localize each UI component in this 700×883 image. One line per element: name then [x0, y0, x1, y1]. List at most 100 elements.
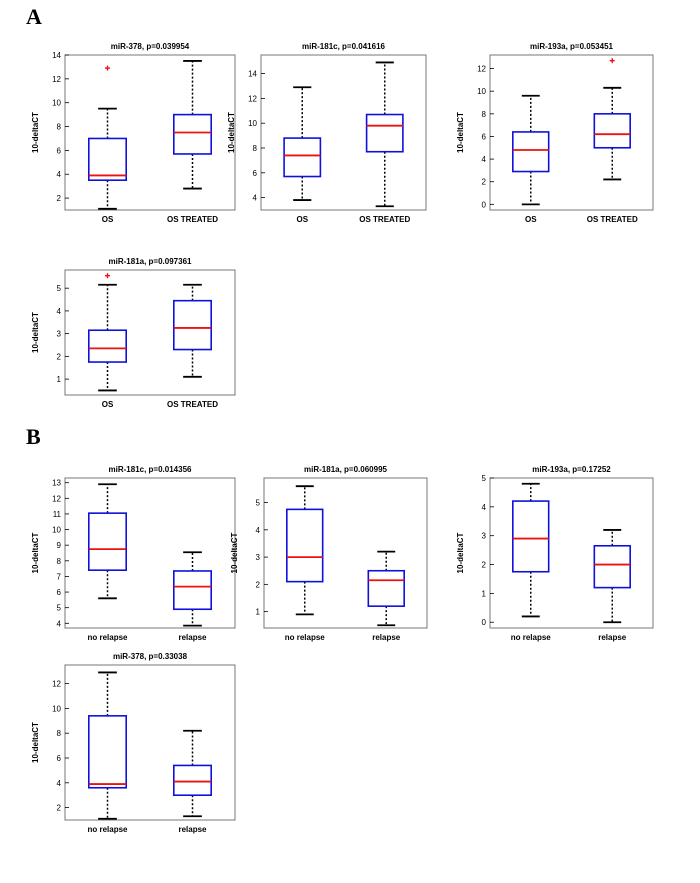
y-tick-label: 4 — [256, 526, 261, 535]
panel-letter-b: B — [26, 424, 41, 449]
x-tick-label: relapse — [178, 825, 207, 834]
box-1 — [512, 94, 550, 206]
y-tick-label: 13 — [52, 479, 61, 488]
y-tick-label: 2 — [482, 178, 487, 187]
chart-title: miR-378, p=0.33038 — [113, 652, 188, 661]
iqr-box — [283, 137, 322, 178]
box-1 — [286, 485, 324, 616]
x-tick-label: no relapse — [285, 633, 326, 642]
box-2 — [593, 529, 631, 624]
plot-frame — [260, 54, 427, 211]
y-tick-label: 0 — [482, 200, 487, 209]
y-tick-label: 8 — [253, 144, 258, 153]
box-2 — [365, 61, 404, 208]
y-tick-label: 6 — [57, 588, 62, 597]
plot-frame — [489, 54, 654, 211]
box-2 — [173, 60, 213, 190]
x-tick-label: no relapse — [511, 633, 552, 642]
y-tick-label: 2 — [57, 352, 62, 361]
y-tick-label: 12 — [477, 65, 486, 74]
y-tick-label: 10 — [477, 87, 486, 96]
chart-title: miR-181a, p=0.060995 — [304, 465, 387, 474]
y-axis-label: 10-deltaCT — [227, 112, 236, 153]
iqr-box — [173, 570, 213, 611]
x-tick-label: no relapse — [87, 633, 128, 642]
y-tick-label: 5 — [482, 474, 487, 483]
box-plot-5: miR-181c, p=0.014356 10-deltaCT 4 5 6 7 8 9 10 11… — [31, 465, 236, 642]
box-1 — [88, 273, 128, 392]
y-tick-label: 7 — [57, 572, 62, 581]
y-tick-label: 5 — [57, 284, 62, 293]
y-tick-label: 4 — [57, 779, 62, 788]
iqr-box — [286, 508, 324, 583]
box-plot-1: miR-378, p=0.039954 10-deltaCT 2 4 6 8 10 12 14 O… — [31, 42, 236, 224]
y-axis-label: 10-deltaCT — [230, 532, 239, 573]
y-tick-label: 6 — [57, 146, 62, 155]
y-tick-label: 1 — [57, 375, 62, 384]
iqr-box — [512, 500, 550, 573]
y-tick-label: 14 — [52, 51, 61, 60]
chart-title: miR-378, p=0.039954 — [111, 42, 190, 51]
y-tick-label: 4 — [482, 155, 487, 164]
y-tick-label: 2 — [256, 580, 261, 589]
y-axis-label: 10-deltaCT — [31, 312, 40, 353]
box-1 — [283, 86, 322, 201]
y-tick-label: 4 — [482, 503, 487, 512]
y-tick-label: 12 — [52, 494, 61, 503]
y-axis-label: 10-deltaCT — [456, 112, 465, 153]
outlier-marker — [105, 65, 110, 71]
panel-letter-a: A — [26, 4, 42, 29]
iqr-box — [88, 329, 128, 363]
outlier-marker — [105, 273, 110, 279]
y-tick-label: 4 — [57, 170, 62, 179]
y-tick-label: 10 — [52, 99, 61, 108]
plot-frame — [64, 54, 236, 211]
y-tick-label: 6 — [57, 754, 62, 763]
y-tick-label: 3 — [256, 553, 261, 562]
y-tick-label: 2 — [482, 561, 487, 570]
box-plot-7: miR-193a, p=0.17252 10-deltaCT 0 1 2 3 4 5 no re… — [456, 465, 654, 642]
y-tick-label: 14 — [248, 70, 257, 79]
y-tick-label: 0 — [482, 618, 487, 627]
y-tick-label: 10 — [52, 704, 61, 713]
y-tick-label: 2 — [57, 804, 62, 813]
box-2 — [173, 551, 213, 627]
y-tick-label: 8 — [57, 123, 62, 132]
y-tick-label: 11 — [53, 510, 62, 519]
iqr-box — [173, 299, 213, 351]
y-tick-label: 1 — [256, 608, 261, 617]
y-tick-label: 10 — [52, 526, 61, 535]
y-tick-label: 5 — [57, 604, 62, 613]
iqr-box — [593, 544, 631, 589]
y-tick-label: 4 — [253, 194, 258, 203]
box-2 — [593, 58, 631, 181]
y-tick-label: 3 — [57, 330, 62, 339]
x-tick-label: OS TREATED — [167, 400, 218, 409]
y-axis-label: 10-deltaCT — [456, 532, 465, 573]
x-tick-label: no relapse — [87, 825, 128, 834]
y-tick-label: 2 — [57, 194, 62, 203]
iqr-box — [593, 113, 631, 149]
iqr-box — [88, 512, 128, 571]
x-tick-label: OS TREATED — [359, 215, 410, 224]
chart-title: miR-181a, p=0.097361 — [109, 257, 192, 266]
plot-frame — [64, 269, 236, 396]
box-plot-8: miR-378, p=0.33038 10-deltaCT 2 4 6 8 10 12 no r… — [31, 652, 236, 834]
box-plot-2: miR-181c, p=0.041616 10-deltaCT 4 6 8 10 12 14 O… — [227, 42, 427, 224]
y-tick-label: 4 — [57, 307, 62, 316]
iqr-box — [173, 113, 213, 155]
box-plot-6: miR-181a, p=0.060995 10-deltaCT 1 2 3 4 5 no re… — [230, 465, 428, 642]
y-axis-label: 10-deltaCT — [31, 112, 40, 153]
y-tick-label: 8 — [57, 557, 62, 566]
x-tick-label: relapse — [372, 633, 401, 642]
box-1 — [88, 483, 128, 600]
iqr-box — [88, 137, 128, 181]
y-tick-label: 5 — [256, 499, 261, 508]
box-2 — [173, 729, 213, 818]
iqr-box — [88, 715, 128, 789]
x-tick-label: OS — [102, 215, 114, 224]
y-tick-label: 10 — [248, 119, 257, 128]
chart-title: miR-181c, p=0.041616 — [302, 42, 385, 51]
iqr-box — [365, 113, 404, 153]
x-tick-label: relapse — [178, 633, 207, 642]
